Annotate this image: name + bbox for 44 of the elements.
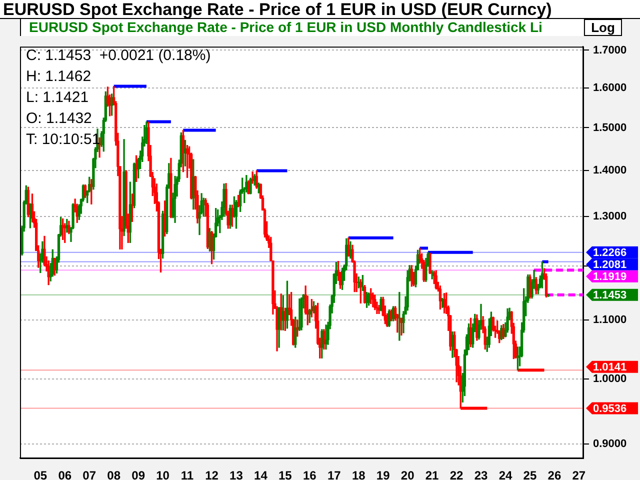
text: Log <box>584 19 622 36</box>
chart-subtitle: EURUSD Spot Exchange Rate - Price of 1 EUR in USD Monthly Candlestick Li <box>20 19 583 36</box>
y-tick-label: 1.7000 <box>593 44 627 56</box>
x-tick-label: 23 <box>474 468 488 480</box>
x-tick-label: 08 <box>107 468 121 480</box>
ref-line-label: 1.1453 <box>593 289 627 302</box>
y-tick-label: 1.5000 <box>593 122 627 134</box>
annotation: O: 1.1432 <box>26 109 93 129</box>
x-tick-label: 16 <box>302 468 317 480</box>
x-tick-label: 17 <box>327 468 342 480</box>
x-tick-label: 12 <box>205 468 219 480</box>
x-tick-label: 10 <box>156 468 170 480</box>
x-tick-label: 06 <box>58 468 72 480</box>
ref-line-label: 1.2081 <box>593 258 627 271</box>
y-tick-label: 1.1000 <box>593 314 627 326</box>
x-tick-label: 19 <box>376 468 390 480</box>
ref-line-label: 1.2266 <box>593 246 627 259</box>
y-tick-label: 1.0000 <box>593 372 627 385</box>
y-tick-label: 1.6000 <box>593 82 627 94</box>
x-tick-label: 05 <box>34 468 48 480</box>
x-tick-label: 24 <box>498 468 512 480</box>
ref-line-label: 1.0141 <box>593 361 627 374</box>
annotation: C: 1.1453 +0.0021 (0.18%) <box>26 46 211 66</box>
x-tick-label: 25 <box>523 468 537 480</box>
x-tick-label: 18 <box>352 468 366 480</box>
x-tick-label: 11 <box>180 468 194 480</box>
x-tick-label: 13 <box>230 468 244 480</box>
chart-title: EURUSD Spot Exchange Rate - Price of 1 EUR in USD (EUR Curncy) <box>0 0 640 19</box>
ref-line-label: 1.1919 <box>593 270 627 283</box>
annotation: H: 1.1462 <box>26 67 92 87</box>
x-tick-label: 21 <box>425 468 440 480</box>
x-tick-label: 14 <box>254 468 268 480</box>
x-tick-label: 20 <box>400 468 415 480</box>
y-tick-label: 1.3000 <box>593 210 627 222</box>
ref-line-label: 0.9536 <box>593 402 627 415</box>
x-tick-label: 15 <box>278 468 292 480</box>
y-tick-label: 0.9000 <box>593 438 627 450</box>
x-tick-label: 09 <box>132 468 146 480</box>
x-tick-label: 22 <box>450 468 464 480</box>
y-tick-label: 1.4000 <box>593 164 627 176</box>
x-tick-label: 27 <box>572 468 586 480</box>
x-tick-label: 26 <box>548 468 562 480</box>
annotation: L: 1.1421 <box>26 88 90 108</box>
x-tick-label: 07 <box>82 468 96 480</box>
